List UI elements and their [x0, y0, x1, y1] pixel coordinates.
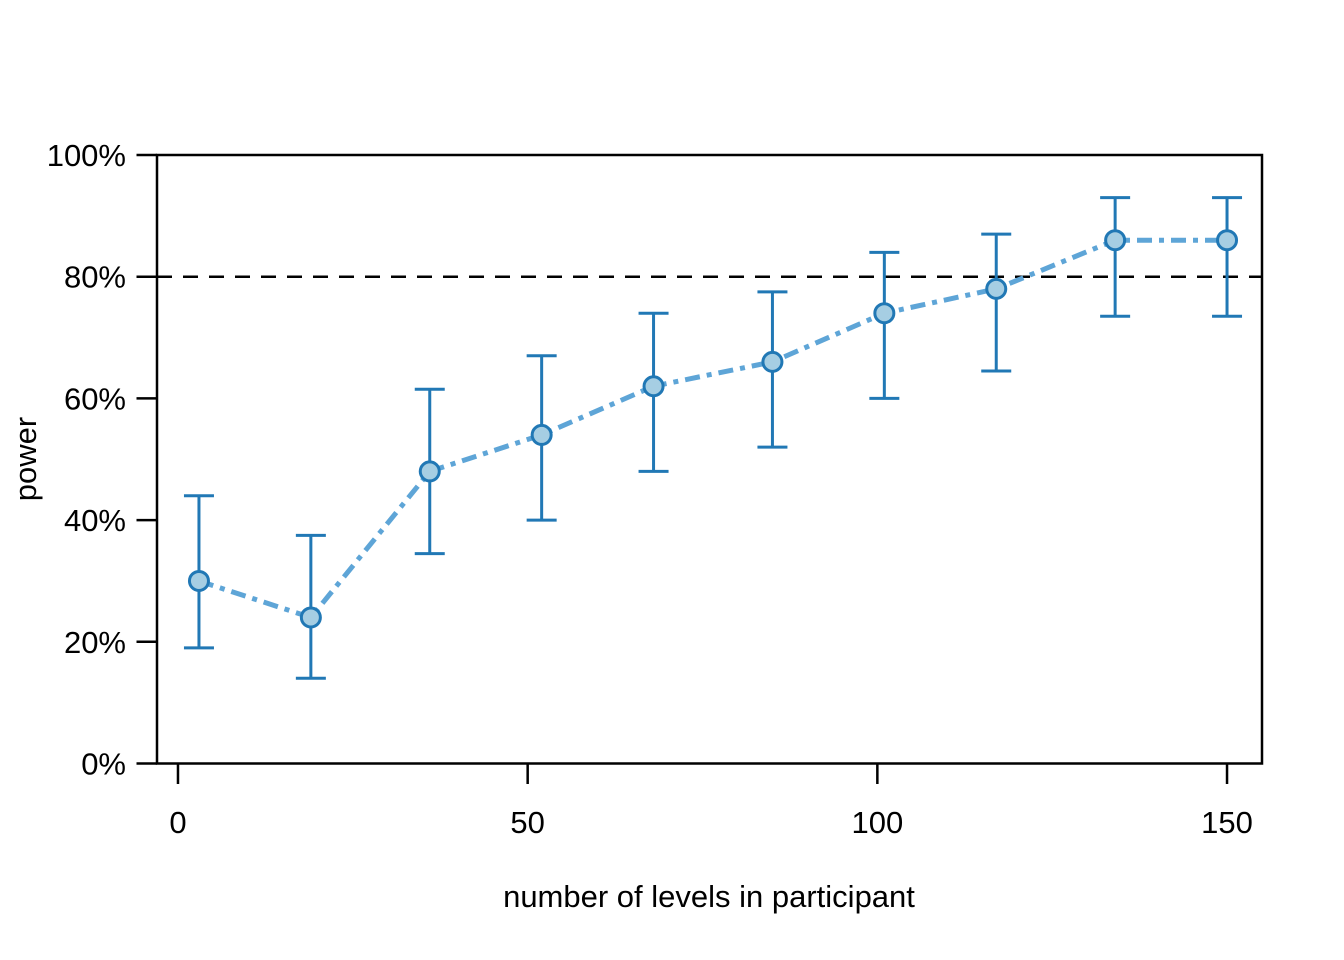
- plot-area: 0 50 100 150 0% 20% 40% 60% 80% 100%: [47, 138, 1264, 840]
- y-axis-tick-label: 40%: [64, 503, 126, 538]
- data-point-marker: [299, 606, 322, 629]
- data-point-marker: [418, 460, 441, 483]
- power-trend-line: [198, 237, 1228, 620]
- x-axis-tick-label: 50: [510, 805, 544, 840]
- data-point-marker: [642, 375, 665, 398]
- data-point-marker: [761, 350, 784, 373]
- data-point-marker: [530, 423, 553, 446]
- y-axis-tick-label: 20%: [64, 625, 126, 660]
- x-axis-tick-label: 150: [1201, 805, 1253, 840]
- y-axis-tick-label: 80%: [64, 260, 126, 295]
- x-axis-tick-label: 100: [851, 805, 903, 840]
- y-axis-tick-label: 100%: [47, 138, 126, 173]
- plot-border: [155, 153, 1264, 765]
- x-axis-tick-label: 0: [169, 805, 186, 840]
- y-axis-tick-label: 0%: [81, 747, 126, 782]
- data-point-marker: [985, 277, 1008, 300]
- data-point-marker: [1104, 229, 1127, 252]
- x-axis-title: number of levels in participant: [503, 879, 915, 914]
- y-axis-title: power: [8, 417, 43, 501]
- data-point-marker: [187, 569, 210, 592]
- y-axis-tick-label: 60%: [64, 381, 126, 416]
- data-point-marker: [1216, 229, 1239, 252]
- data-point-marker: [873, 302, 896, 325]
